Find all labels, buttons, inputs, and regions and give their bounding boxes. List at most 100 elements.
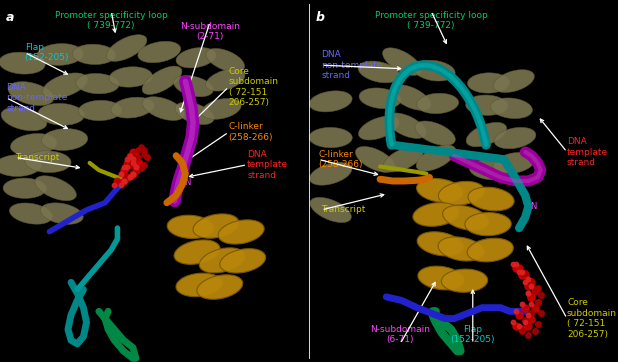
Point <box>131 167 141 173</box>
Ellipse shape <box>176 273 222 297</box>
Point <box>514 265 524 271</box>
Point <box>523 312 533 318</box>
Point <box>511 265 521 271</box>
Point <box>131 164 141 169</box>
Point <box>517 272 527 278</box>
Ellipse shape <box>38 104 85 125</box>
Point <box>131 156 141 162</box>
Ellipse shape <box>417 232 463 256</box>
Text: N: N <box>530 202 536 211</box>
Point <box>511 308 521 314</box>
Point <box>536 310 546 316</box>
Ellipse shape <box>78 100 122 121</box>
Point <box>138 151 149 157</box>
Ellipse shape <box>494 127 536 149</box>
Point <box>520 305 530 311</box>
Ellipse shape <box>418 266 464 290</box>
Ellipse shape <box>359 88 401 109</box>
Point <box>533 285 543 291</box>
Ellipse shape <box>358 61 400 83</box>
Point <box>128 171 138 177</box>
Ellipse shape <box>413 203 459 226</box>
Ellipse shape <box>197 275 243 299</box>
Point <box>520 270 530 276</box>
Ellipse shape <box>9 203 53 224</box>
Text: C-linker
(258-266): C-linker (258-266) <box>318 150 363 169</box>
Point <box>119 178 129 184</box>
Point <box>523 290 533 296</box>
Ellipse shape <box>310 162 352 185</box>
Point <box>127 162 137 168</box>
Ellipse shape <box>11 134 57 156</box>
Text: N: N <box>184 178 190 187</box>
Point <box>119 178 129 184</box>
Point <box>138 162 149 168</box>
Ellipse shape <box>466 122 507 147</box>
Point <box>128 160 138 166</box>
Point <box>128 171 138 177</box>
Ellipse shape <box>493 70 535 92</box>
Ellipse shape <box>467 238 514 262</box>
Point <box>520 319 530 325</box>
Ellipse shape <box>43 73 87 98</box>
Ellipse shape <box>417 93 459 114</box>
Ellipse shape <box>491 98 533 119</box>
Point <box>530 287 540 292</box>
Ellipse shape <box>466 95 508 115</box>
Ellipse shape <box>41 129 88 151</box>
Point <box>523 332 533 338</box>
Point <box>527 294 536 300</box>
Text: Core
subdomain
( 72-151
206-257): Core subdomain ( 72-151 206-257) <box>567 298 617 339</box>
Ellipse shape <box>383 147 423 172</box>
Text: Promoter specificity loop
( 739-772): Promoter specificity loop ( 739-772) <box>55 11 167 30</box>
Point <box>134 160 144 166</box>
Point <box>109 182 119 188</box>
Ellipse shape <box>358 116 399 140</box>
Ellipse shape <box>76 73 119 94</box>
Ellipse shape <box>442 205 488 230</box>
Point <box>523 290 533 296</box>
Point <box>128 171 138 177</box>
Ellipse shape <box>416 145 456 171</box>
Ellipse shape <box>176 47 216 68</box>
Ellipse shape <box>142 97 184 121</box>
Text: DNA
non-template
strand: DNA non-template strand <box>6 83 67 113</box>
Ellipse shape <box>37 43 83 66</box>
Ellipse shape <box>310 197 351 223</box>
Point <box>122 164 132 169</box>
Point <box>122 160 132 166</box>
Point <box>130 169 140 175</box>
Point <box>527 279 536 285</box>
Ellipse shape <box>40 203 83 224</box>
Point <box>523 278 533 283</box>
Point <box>112 178 122 184</box>
Ellipse shape <box>465 212 511 236</box>
Ellipse shape <box>167 215 213 239</box>
Text: C-linker
(258-266): C-linker (258-266) <box>229 122 273 142</box>
Point <box>138 162 149 168</box>
Ellipse shape <box>193 214 239 238</box>
Ellipse shape <box>175 102 214 125</box>
Point <box>119 178 129 184</box>
Point <box>128 171 138 177</box>
Point <box>517 327 527 332</box>
Ellipse shape <box>438 181 485 205</box>
Ellipse shape <box>383 48 421 75</box>
Text: Transcript: Transcript <box>321 206 366 214</box>
Point <box>533 321 543 327</box>
Point <box>132 147 142 153</box>
Ellipse shape <box>441 269 488 292</box>
Ellipse shape <box>111 97 154 118</box>
Ellipse shape <box>220 249 266 273</box>
Point <box>116 182 125 188</box>
Ellipse shape <box>106 35 147 62</box>
Ellipse shape <box>174 240 220 264</box>
Ellipse shape <box>0 52 45 74</box>
Ellipse shape <box>1 107 47 131</box>
Ellipse shape <box>415 121 455 146</box>
Point <box>523 276 533 282</box>
Text: b: b <box>315 11 324 24</box>
Text: Transcript: Transcript <box>15 153 60 162</box>
Point <box>514 312 524 318</box>
Point <box>527 310 536 316</box>
